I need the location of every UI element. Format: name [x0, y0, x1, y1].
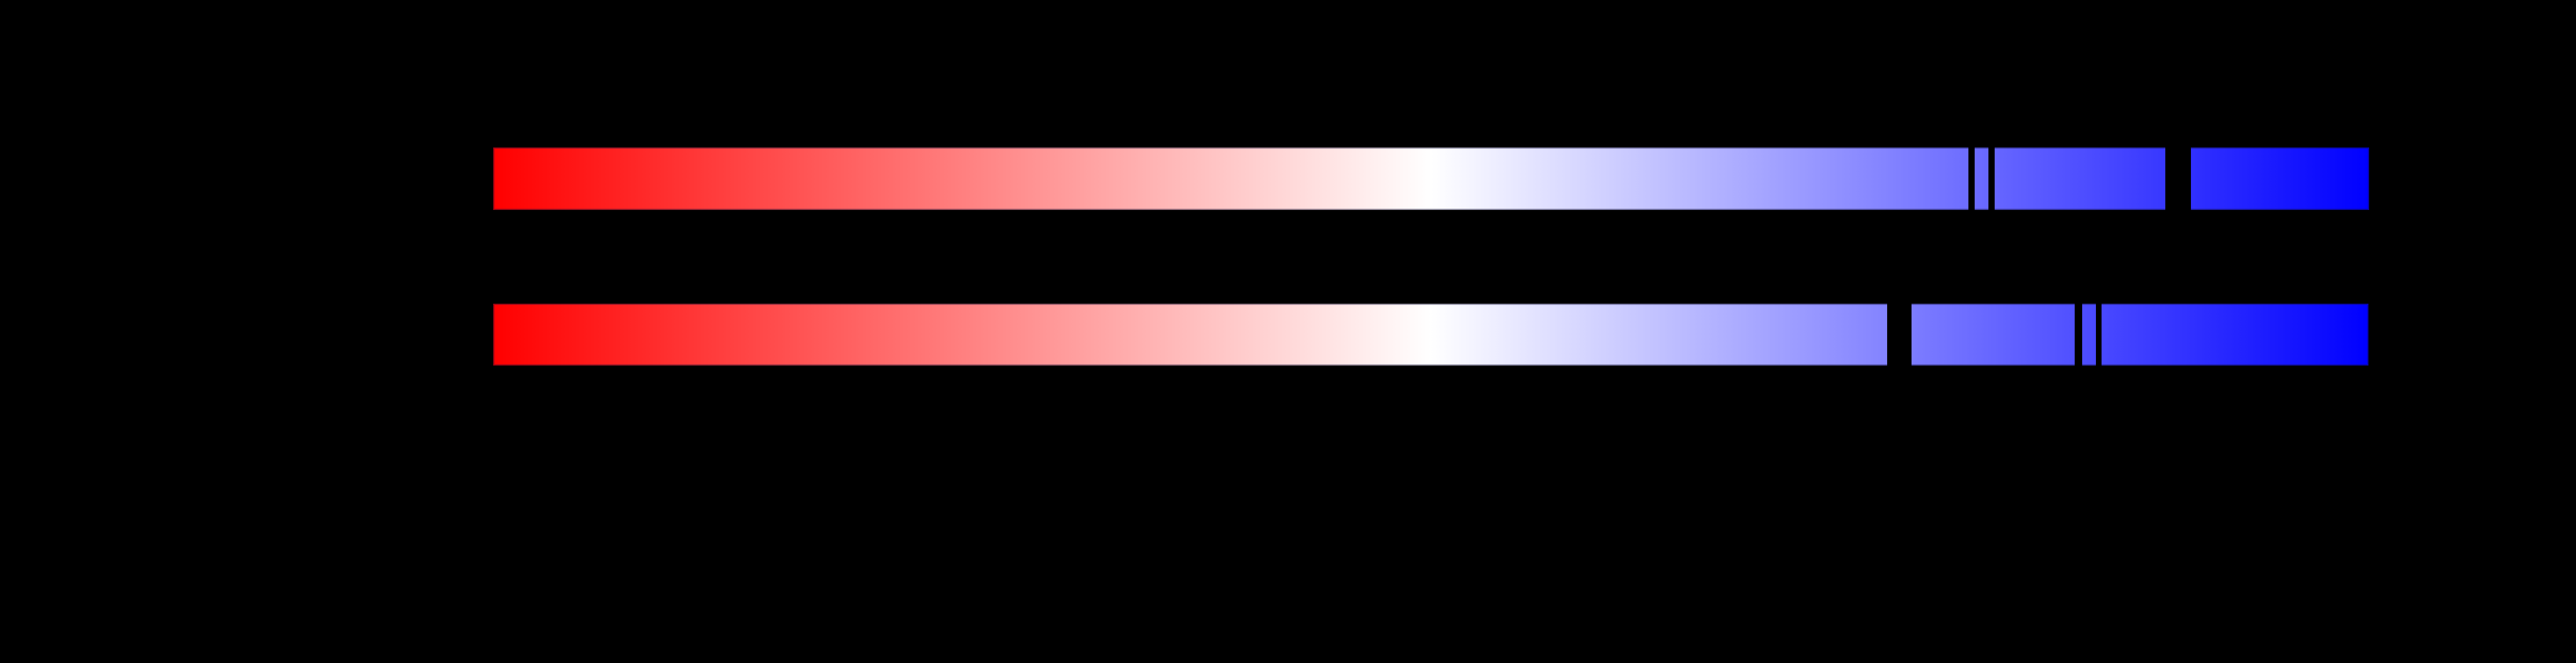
track-2-break [1887, 302, 1912, 367]
gradient-track-2 [493, 302, 2368, 367]
track-1-break [1968, 146, 1975, 211]
track-2-break [2075, 302, 2082, 367]
track-1-break [1988, 146, 1995, 211]
track-2-break [2096, 302, 2102, 367]
track-1-break [2165, 146, 2191, 211]
gradient-track-1 [493, 146, 2369, 211]
